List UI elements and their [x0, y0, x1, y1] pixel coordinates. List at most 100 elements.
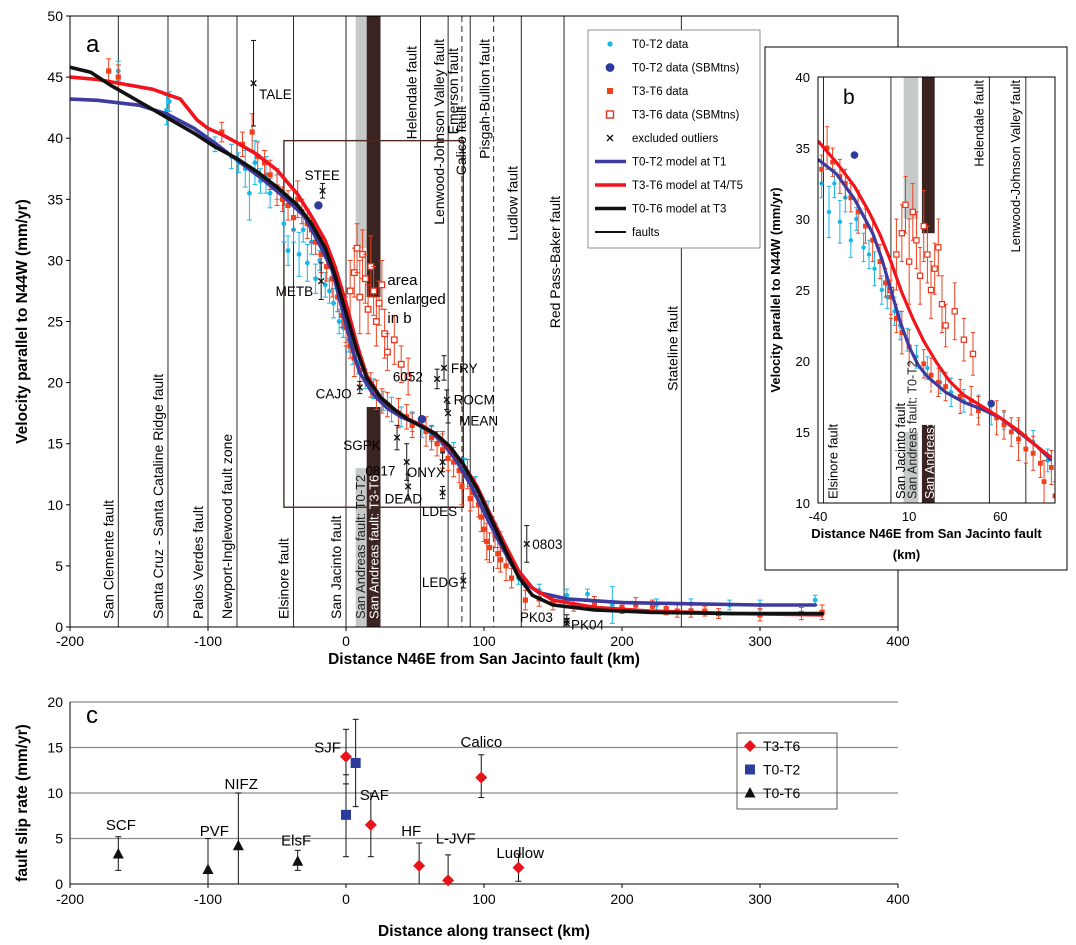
point-t36 [484, 538, 490, 545]
saf-bar [921, 424, 935, 503]
y-tick-label: 35 [47, 191, 63, 207]
point-t02 [252, 160, 258, 166]
panel-label: a [86, 31, 100, 58]
fault-label: Helendale fault [971, 80, 986, 167]
outlier-label: LDES [422, 504, 457, 519]
point-t36 [1030, 450, 1036, 456]
y-tick-label: 20 [47, 375, 63, 391]
x-tick-label: 400 [886, 633, 910, 649]
saf-label-t36: San Andreas: T3-T6 [923, 387, 937, 499]
fault-label: Emerson fault [445, 48, 461, 134]
fault-abbrev-label: Calico [461, 734, 503, 751]
point-t02 [296, 251, 302, 257]
fault-abbrev-label: SJF [314, 740, 341, 757]
point-t36 [830, 159, 835, 165]
x-axis-label: Distance N46E from San Jacinto fault (km… [328, 651, 640, 668]
point-t02 [304, 260, 310, 266]
point-t36 [456, 467, 462, 474]
point-t36 [1038, 460, 1043, 466]
y-tick-label: 25 [796, 283, 810, 298]
point-t02 [866, 252, 872, 257]
point-t36 [957, 394, 963, 399]
point-t36 [1008, 429, 1014, 435]
point-t36-sbm [960, 336, 968, 343]
point-t02 [285, 248, 291, 254]
saf-label-t02: San Andreas fault: T0-T2 [353, 475, 368, 619]
outlier-label: STEE [305, 168, 340, 183]
outlier-mark [403, 458, 410, 466]
point-t02 [313, 276, 319, 282]
point-t36 [633, 602, 639, 608]
y-tick-label: 10 [47, 497, 63, 513]
y-axis-label: Velocity parallel to N44W (mm/yr) [14, 199, 31, 444]
point-t02 [826, 209, 832, 215]
outlier-label: 0803 [532, 537, 562, 552]
point-t36-sbm [935, 244, 942, 251]
point-t36 [863, 223, 868, 229]
point-t36-sbm [378, 281, 386, 289]
fault-abbrev-label: Ludlow [496, 845, 544, 862]
fault-label: San Clemente fault [100, 500, 116, 619]
x-tick-label: -200 [56, 891, 84, 907]
legend-label: T0-T6 [763, 785, 801, 801]
x-axis-label: Distance along transect (km) [378, 923, 590, 940]
point-t36 [509, 575, 515, 581]
outlier-mark [563, 620, 571, 627]
point-t02 [872, 266, 877, 271]
inset-label: in b [387, 310, 411, 327]
point-t02-sbm [850, 151, 859, 159]
saf-bar [366, 16, 381, 298]
slip-point-t02 [350, 757, 361, 768]
legend-label: T3-T6 data (SBMtns) [632, 110, 740, 122]
outlier-mark [393, 434, 401, 441]
y-tick-label: 30 [796, 212, 810, 227]
point-t36 [459, 483, 465, 490]
y-tick-label: 50 [47, 8, 63, 24]
point-t36-sbm [346, 287, 354, 295]
inset-label: enlarged [387, 291, 445, 308]
point-t02 [854, 216, 859, 222]
point-t36 [842, 181, 848, 186]
outlier-mark [440, 364, 448, 372]
outlier-mark [439, 489, 446, 496]
x-tick-label: 10 [902, 509, 916, 524]
x-tick-label: 200 [610, 633, 634, 649]
point-t36 [339, 312, 345, 318]
outlier-mark [433, 375, 441, 383]
point-t36-sbm [383, 348, 391, 356]
point-t36 [428, 434, 435, 441]
y-tick-label: 5 [55, 831, 63, 847]
outlier-label: CAJO [316, 387, 352, 402]
legend-label: T0-T6 model at T3 [632, 204, 726, 216]
outlier-mark [460, 577, 467, 584]
y-tick-label: 40 [796, 70, 810, 85]
saf-label-t02: San Andreas fault: T0-T2 [905, 360, 919, 499]
point-t36 [373, 392, 379, 398]
point-t36 [1052, 493, 1055, 499]
point-t36 [877, 259, 883, 264]
outlier-label: 6052 [393, 369, 423, 384]
point-t02-sbm [417, 415, 427, 424]
point-t36 [106, 68, 112, 74]
outlier-label: FRY [451, 361, 478, 376]
point-t02 [585, 591, 590, 597]
y-axis-label: Velocity parallel to N44W (mm/yr) [768, 187, 783, 392]
saf-bar [355, 16, 367, 249]
y-tick-label: 5 [55, 558, 63, 574]
y-tick-label: 15 [47, 740, 63, 756]
point-t36 [1023, 446, 1029, 452]
x-tick-label: 100 [472, 633, 496, 649]
point-t02 [861, 245, 866, 250]
fault-label: Stateline fault [664, 306, 680, 391]
legend-symbol [744, 787, 756, 798]
y-tick-label: 45 [47, 69, 63, 85]
y-tick-label: 0 [55, 619, 63, 635]
point-t02 [812, 597, 818, 603]
outlier-mark [356, 384, 364, 391]
slip-point-t06 [292, 855, 304, 866]
point-t36 [329, 276, 335, 282]
slip-point-t06 [232, 839, 244, 851]
point-t36 [855, 209, 861, 215]
fault-label: Palos Verdes fault [190, 506, 206, 619]
point-t36 [451, 459, 457, 465]
